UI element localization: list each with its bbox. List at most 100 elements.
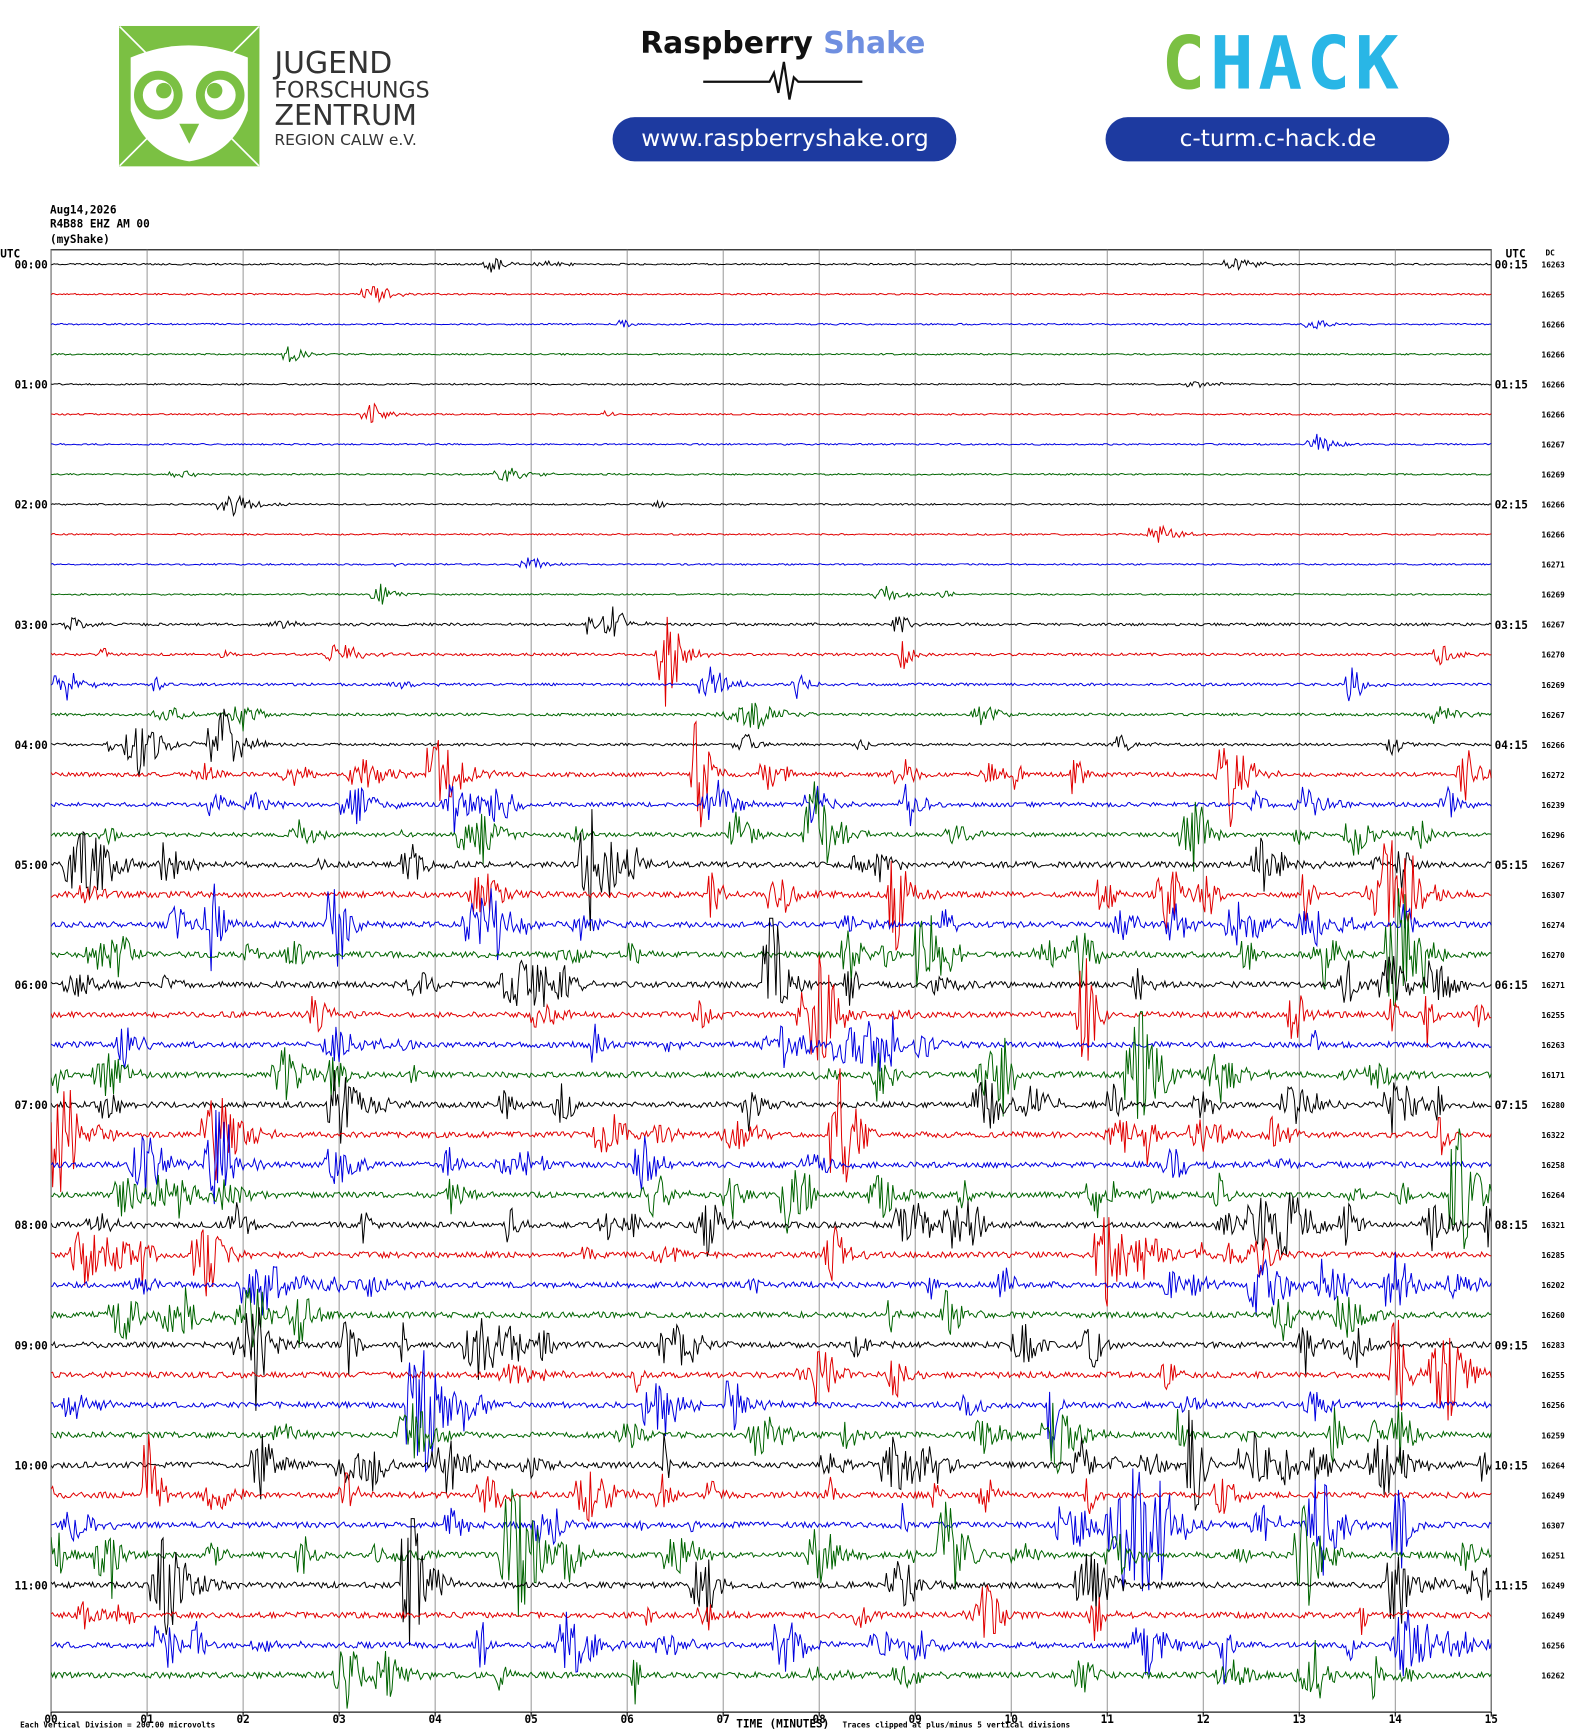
owl-beak <box>179 123 200 144</box>
trace <box>51 1287 1492 1348</box>
traces <box>51 257 1492 1709</box>
x-tick-label: 11 <box>1101 1713 1115 1726</box>
dc-value: 16259 <box>1542 1431 1566 1440</box>
row-label-right: 09:15 <box>1495 1339 1528 1352</box>
x-tick-label: 09 <box>909 1713 922 1726</box>
row-label-right: 04:15 <box>1495 739 1528 752</box>
x-tick-label: 10 <box>1005 1713 1018 1726</box>
dc-value: 16266 <box>1542 531 1566 540</box>
logo-text: Raspberry <box>640 26 813 61</box>
dc-value: 16274 <box>1542 921 1566 930</box>
trace <box>51 1217 1492 1307</box>
trace <box>51 1128 1492 1250</box>
dc-value: 16269 <box>1542 681 1566 690</box>
trace <box>51 1070 1492 1144</box>
trace <box>51 1609 1492 1685</box>
trace <box>51 583 1492 605</box>
trace <box>51 1192 1492 1257</box>
trace <box>51 1433 1492 1523</box>
dc-title: DC <box>1545 248 1555 257</box>
trace <box>51 494 1492 517</box>
trace <box>51 809 1492 931</box>
station: R4B88 EHZ AM 00 <box>50 218 150 231</box>
dc-value: 16258 <box>1542 1161 1566 1170</box>
row-label-left: 08:00 <box>15 1219 48 1232</box>
dc-value: 16265 <box>1542 291 1566 300</box>
dc-value: 16255 <box>1542 1011 1566 1020</box>
dc-value: 16264 <box>1542 1461 1566 1470</box>
url-text: c-turm.c-hack.de <box>1180 125 1377 152</box>
trace <box>51 1468 1492 1592</box>
row-label-left: 10:00 <box>15 1459 48 1472</box>
x-tick-label: 04 <box>428 1713 442 1726</box>
row-label-right: 02:15 <box>1495 499 1528 512</box>
dc-value: 16296 <box>1542 831 1566 840</box>
x-tick-label: 14 <box>1389 1713 1403 1726</box>
trace <box>51 1252 1492 1316</box>
trace <box>51 781 1492 872</box>
right-axis-title: UTC <box>1506 248 1526 261</box>
dc-value: 16272 <box>1542 771 1565 780</box>
logo-text: Raspberry Shake <box>640 26 925 61</box>
owl-pupil <box>206 82 223 99</box>
dc-value: 16249 <box>1542 1491 1566 1500</box>
dc-value: 16260 <box>1542 1311 1566 1320</box>
row-label-left: 07:00 <box>15 1099 48 1112</box>
dc-value: 16266 <box>1542 351 1566 360</box>
row-label-left: 06:00 <box>15 979 48 992</box>
row-label-right: 05:15 <box>1495 859 1528 872</box>
trace <box>51 433 1492 452</box>
trace <box>51 524 1492 543</box>
x-tick-label: 15 <box>1485 1713 1498 1726</box>
logo-text: ZENTRUM <box>274 98 417 132</box>
row-label-right: 08:15 <box>1495 1219 1528 1232</box>
dc-value: 16285 <box>1542 1251 1566 1260</box>
row-label-left: 03:00 <box>15 619 48 632</box>
trace <box>51 1518 1492 1646</box>
trace <box>51 1410 1492 1511</box>
dc-value: 16255 <box>1542 1371 1566 1380</box>
left-axis-title: UTC <box>0 248 20 261</box>
x-tick-label: 06 <box>621 1713 635 1726</box>
logo-text: FORSCHUNGS <box>274 77 429 103</box>
trace <box>51 286 1492 304</box>
date: Aug14,2026 <box>50 203 117 216</box>
trace <box>51 381 1492 389</box>
dc-value: 16239 <box>1542 801 1566 810</box>
jfz-logo: JUGEND FORSCHUNGS ZENTRUM REGION CALW e.… <box>119 25 430 167</box>
row-label-right: 10:15 <box>1495 1459 1528 1472</box>
trace <box>51 708 1492 776</box>
dc-value: 16263 <box>1542 260 1566 269</box>
trace <box>51 1015 1492 1072</box>
trace <box>51 840 1492 951</box>
dc-value: 16266 <box>1542 381 1566 390</box>
x-tick-label: 02 <box>236 1713 249 1726</box>
dc-value: 16307 <box>1542 1521 1566 1530</box>
row-label-left: 05:00 <box>15 859 48 872</box>
dc-value: 16249 <box>1542 1611 1566 1620</box>
rs-logo: Raspberry Shake www.raspberryshake.org <box>612 26 957 162</box>
chack-logo: CHACK c-turm.c-hack.de <box>1105 21 1450 162</box>
trace <box>51 1584 1492 1642</box>
dc-value: 16271 <box>1542 981 1566 990</box>
row-label-left: 09:00 <box>15 1339 48 1352</box>
dc-value: 16322 <box>1542 1131 1565 1140</box>
trace <box>51 1640 1492 1709</box>
dc-value: 16280 <box>1542 1101 1566 1110</box>
row-label-left: 01:00 <box>15 379 48 392</box>
dc-value: 16249 <box>1542 1581 1566 1590</box>
x-tick-label: 08 <box>813 1713 826 1726</box>
row-label-left: 02:00 <box>15 499 48 512</box>
dc-value: 16266 <box>1542 411 1566 420</box>
dc-value: 16283 <box>1542 1341 1566 1350</box>
dc-value: 16263 <box>1542 1041 1566 1050</box>
trace <box>51 606 1492 637</box>
x-tick-label: 03 <box>332 1713 345 1726</box>
trace <box>51 883 1492 972</box>
dc-value: 16267 <box>1542 711 1566 720</box>
trace <box>51 1307 1492 1411</box>
trace <box>51 1068 1492 1192</box>
logo-wave <box>703 61 863 100</box>
trace <box>51 1010 1492 1119</box>
dc-value: 16262 <box>1542 1671 1565 1680</box>
